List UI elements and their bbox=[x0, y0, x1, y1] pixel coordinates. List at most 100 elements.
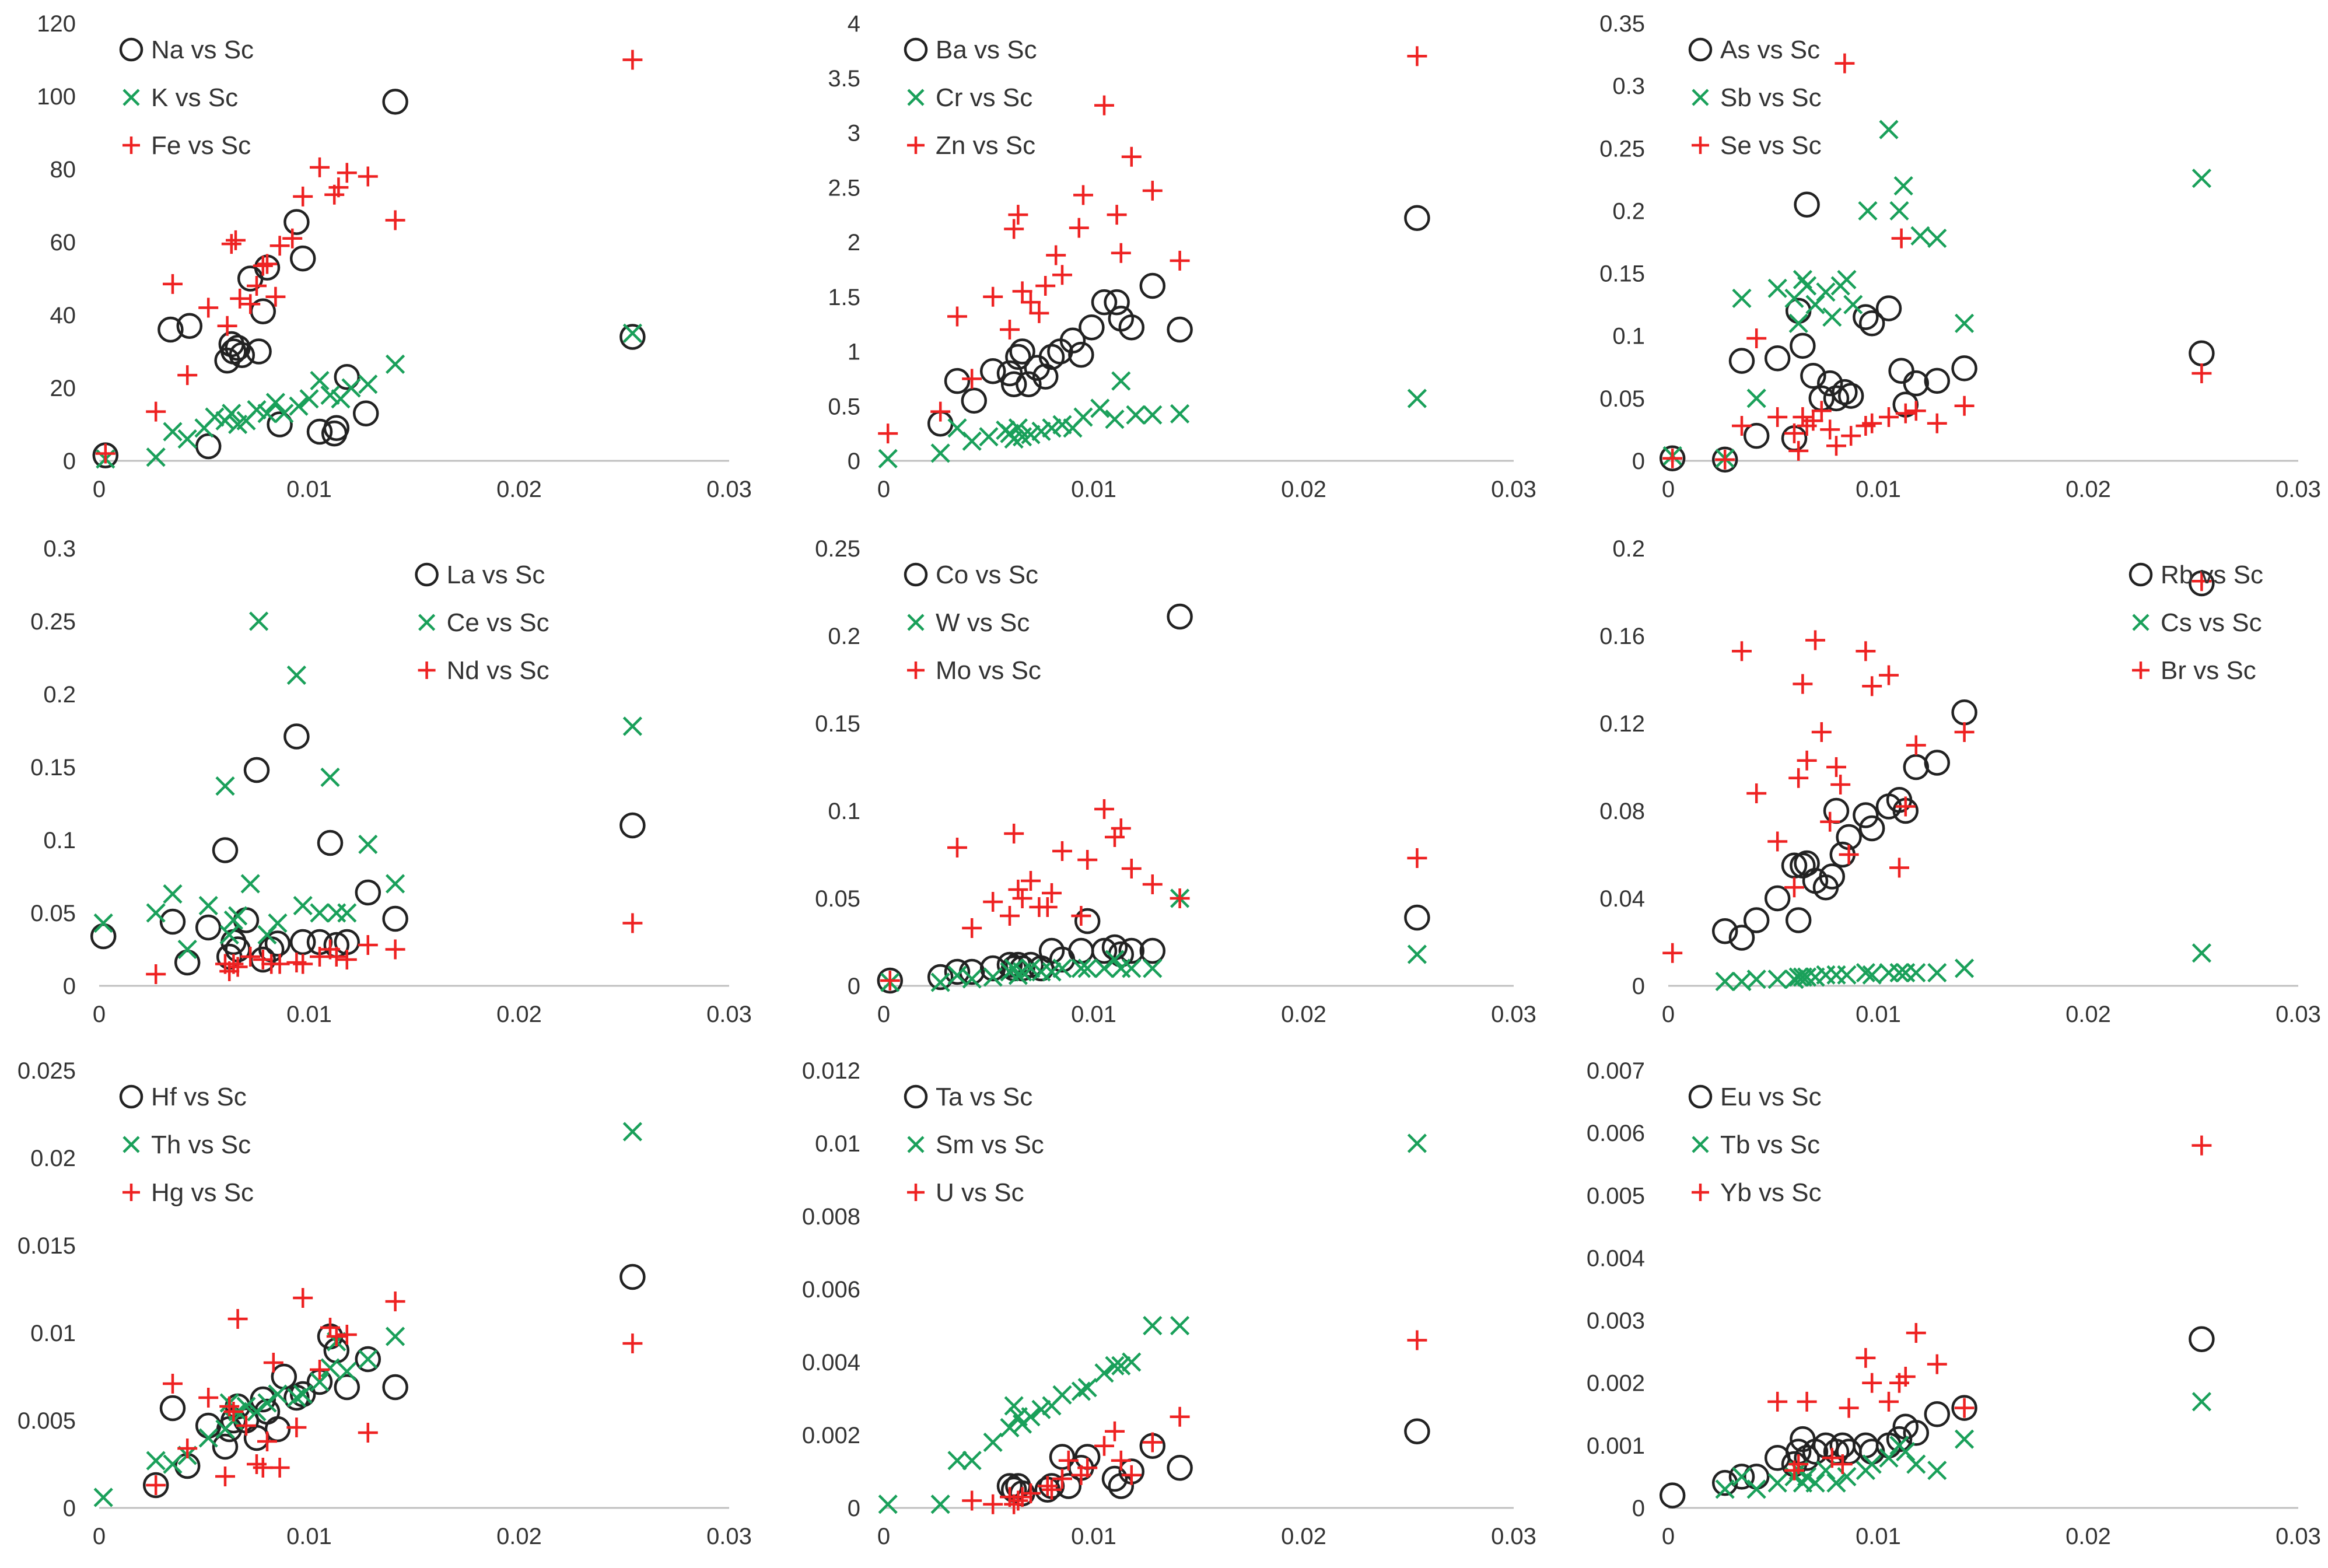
data-point bbox=[947, 838, 967, 858]
data-point bbox=[1170, 888, 1190, 908]
data-point bbox=[927, 964, 954, 991]
data-point bbox=[1037, 897, 1058, 917]
data-point bbox=[930, 1494, 950, 1514]
data-point bbox=[253, 1458, 273, 1478]
plus-icon bbox=[907, 136, 925, 154]
y-tick-label: 0.1 bbox=[43, 828, 76, 853]
data-point bbox=[1816, 370, 1843, 397]
data-point bbox=[1797, 1391, 1817, 1412]
data-point bbox=[323, 415, 350, 441]
data-point bbox=[289, 929, 316, 956]
y-tick-label: 0.025 bbox=[17, 1058, 76, 1084]
x-icon bbox=[1692, 1136, 1709, 1153]
data-point bbox=[1803, 411, 1823, 431]
data-point bbox=[1797, 276, 1817, 296]
data-point bbox=[1788, 768, 1809, 788]
data-point bbox=[1105, 1421, 1125, 1441]
data-point bbox=[1005, 344, 1031, 370]
data-point bbox=[358, 1349, 378, 1369]
data-point bbox=[1000, 320, 1020, 340]
y-tick-label: 0.003 bbox=[1587, 1308, 1645, 1334]
data-point bbox=[1853, 802, 1879, 828]
data-point bbox=[163, 1374, 183, 1394]
data-point bbox=[385, 939, 405, 960]
data-point bbox=[146, 903, 166, 923]
data-point bbox=[1891, 228, 1912, 249]
x-tick-label: 0.01 bbox=[1856, 1524, 1901, 1549]
data-point bbox=[880, 971, 900, 991]
legend-label: Cs vs Sc bbox=[2161, 608, 2262, 637]
data-point bbox=[1820, 811, 1840, 832]
panel-5: 0 0.05 0.1 0.15 0.2 0.25 0 0.01 0.02 0.03 Co vs Sc… bbox=[815, 536, 1536, 1027]
data-point bbox=[159, 908, 186, 935]
data-point bbox=[1889, 858, 1909, 878]
legend-label: Sb vs Sc bbox=[1720, 83, 1822, 112]
data-point bbox=[983, 892, 1003, 912]
y-tick-label: 0.01 bbox=[815, 1131, 860, 1157]
data-point bbox=[293, 1384, 313, 1404]
data-point bbox=[1021, 871, 1041, 891]
data-point bbox=[1746, 388, 1766, 408]
data-point bbox=[228, 906, 248, 926]
data-point bbox=[1794, 850, 1820, 877]
data-point bbox=[386, 1326, 405, 1346]
data-point bbox=[1094, 1363, 1114, 1383]
x-tick-label: 0.02 bbox=[1281, 477, 1326, 502]
data-point bbox=[1784, 423, 1804, 443]
data-point bbox=[1052, 1469, 1072, 1489]
data-point bbox=[947, 965, 967, 985]
data-point bbox=[1895, 796, 1916, 817]
x-tick-label: 0.03 bbox=[2276, 477, 2321, 502]
data-point bbox=[1811, 401, 1832, 421]
data-point bbox=[358, 1423, 378, 1443]
data-point bbox=[1955, 958, 1975, 978]
data-point bbox=[1029, 303, 1049, 323]
data-point bbox=[1790, 332, 1816, 359]
data-point bbox=[1858, 310, 1885, 337]
data-point bbox=[1906, 735, 1926, 755]
legend: Rb vs Sc Cs vs Sc Br vs Sc bbox=[2129, 561, 2263, 685]
legend: Na vs Sc K vs Sc Fe vs Sc bbox=[119, 36, 254, 160]
y-tick-label: 0.25 bbox=[815, 536, 860, 562]
y-tick-label: 80 bbox=[50, 157, 76, 183]
data-point bbox=[1767, 1473, 1787, 1493]
data-point bbox=[382, 905, 408, 932]
data-point bbox=[1858, 201, 1878, 221]
circle-icon bbox=[904, 562, 928, 587]
data-point bbox=[1077, 1378, 1097, 1398]
data-point bbox=[1805, 1473, 1825, 1493]
data-point bbox=[1728, 348, 1755, 374]
data-point bbox=[1059, 327, 1086, 354]
data-point bbox=[1139, 272, 1166, 299]
data-point bbox=[221, 234, 241, 254]
data-point bbox=[1927, 413, 1947, 433]
data-point bbox=[619, 1264, 646, 1290]
plus-icon bbox=[418, 662, 436, 679]
data-point bbox=[233, 907, 260, 933]
data-point bbox=[1788, 313, 1808, 333]
data-point bbox=[1012, 281, 1032, 302]
data-point bbox=[337, 903, 357, 923]
legend-label: Br vs Sc bbox=[2161, 656, 2256, 685]
data-point bbox=[1790, 852, 1816, 878]
circle-icon bbox=[1688, 37, 1713, 62]
data-point bbox=[622, 50, 643, 70]
data-point bbox=[1924, 368, 1951, 394]
data-point bbox=[212, 837, 239, 863]
x-tick-label: 0.01 bbox=[1856, 1002, 1901, 1027]
y-tick-label: 60 bbox=[50, 230, 76, 256]
y-tick-label: 0.08 bbox=[1599, 799, 1645, 824]
legend-label: Hf vs Sc bbox=[151, 1083, 247, 1111]
x-tick-label: 0.01 bbox=[1071, 1524, 1116, 1549]
data-point bbox=[265, 393, 285, 412]
y-tick-label: 0.2 bbox=[1612, 536, 1645, 562]
x-icon bbox=[1692, 89, 1709, 106]
series-plus bbox=[1662, 571, 2212, 963]
data-point bbox=[1122, 1352, 1142, 1372]
series-circle bbox=[1659, 191, 2215, 473]
data-point bbox=[1031, 421, 1051, 441]
data-point bbox=[289, 396, 309, 416]
series-plus bbox=[1662, 53, 2212, 470]
data-point bbox=[1167, 1455, 1193, 1481]
